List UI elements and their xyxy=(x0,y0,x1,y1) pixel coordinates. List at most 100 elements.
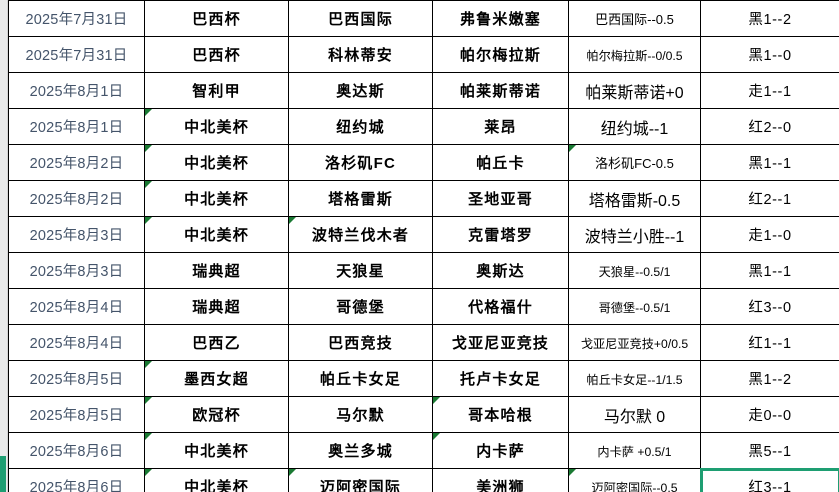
cell-away[interactable]: 内卡萨 xyxy=(432,432,569,469)
cell-league[interactable]: 中北美杯 xyxy=(144,216,289,253)
cell-date[interactable]: 2025年8月6日 xyxy=(8,468,145,492)
cell-league[interactable]: 巴西杯 xyxy=(144,0,289,37)
table-row[interactable]: 2025年7月31日 巴西杯 科林蒂安 帕尔梅拉斯 帕尔梅拉斯--0/0.5 黑1--0 xyxy=(8,36,839,73)
table-row[interactable]: 2025年8月1日 中北美杯 纽约城 莱昂 纽约城--1 红2--0 xyxy=(8,108,839,145)
cell-home[interactable]: 天狼星 xyxy=(288,252,433,289)
cell-result[interactable]: 黑1--2 xyxy=(700,360,839,397)
cell-handicap[interactable]: 纽约城--1 xyxy=(568,108,701,145)
cell-result[interactable]: 红3--0 xyxy=(700,288,839,325)
cell-date[interactable]: 2025年8月2日 xyxy=(8,180,145,217)
cell-home[interactable]: 塔格雷斯 xyxy=(288,180,433,217)
table-row[interactable]: 2025年8月3日 中北美杯 波特兰伐木者 克雷塔罗 波特兰小胜--1 走1--0 xyxy=(8,216,839,253)
cell-home[interactable]: 洛杉矶FC xyxy=(288,144,433,181)
cell-date[interactable]: 2025年8月5日 xyxy=(8,360,145,397)
cell-away[interactable]: 莱昂 xyxy=(432,108,569,145)
error-flag-icon xyxy=(145,469,152,476)
cell-date[interactable]: 2025年8月4日 xyxy=(8,324,145,361)
cell-away[interactable]: 圣地亚哥 xyxy=(432,180,569,217)
table-row[interactable]: 2025年7月31日 巴西杯 巴西国际 弗鲁米嫩塞 巴西国际--0.5 黑1--2 xyxy=(8,0,839,37)
table-row[interactable]: 2025年8月3日 瑞典超 天狼星 奥斯达 天狼星--0.5/1 黑1--1 xyxy=(8,252,839,289)
cell-result[interactable]: 黑5--1 xyxy=(700,432,839,469)
cell-league[interactable]: 智利甲 xyxy=(144,72,289,109)
cell-date[interactable]: 2025年7月31日 xyxy=(8,0,145,37)
table-row[interactable]: 2025年8月2日 中北美杯 塔格雷斯 圣地亚哥 塔格雷斯-0.5 红2--1 xyxy=(8,180,839,217)
cell-away[interactable]: 托卢卡女足 xyxy=(432,360,569,397)
cell-date[interactable]: 2025年8月2日 xyxy=(8,144,145,181)
cell-home[interactable]: 巴西国际 xyxy=(288,0,433,37)
cell-handicap[interactable]: 马尔默 0 xyxy=(568,396,701,433)
cell-away[interactable]: 帕丘卡 xyxy=(432,144,569,181)
cell-result[interactable]: 红1--1 xyxy=(700,324,839,361)
cell-result[interactable]: 黑1--2 xyxy=(700,0,839,37)
cell-home[interactable]: 哥德堡 xyxy=(288,288,433,325)
cell-handicap[interactable]: 内卡萨 +0.5/1 xyxy=(568,432,701,469)
cell-home[interactable]: 波特兰伐木者 xyxy=(288,216,433,253)
cell-handicap[interactable]: 帕尔梅拉斯--0/0.5 xyxy=(568,36,701,73)
cell-date[interactable]: 2025年8月1日 xyxy=(8,108,145,145)
cell-away[interactable]: 帕莱斯蒂诺 xyxy=(432,72,569,109)
cell-league[interactable]: 欧冠杯 xyxy=(144,396,289,433)
cell-league[interactable]: 中北美杯 xyxy=(144,108,289,145)
cell-away[interactable]: 美洲狮 xyxy=(432,468,569,492)
cell-league[interactable]: 中北美杯 xyxy=(144,180,289,217)
cell-date[interactable]: 2025年8月1日 xyxy=(8,72,145,109)
cell-result[interactable]: 黑1--0 xyxy=(700,36,839,73)
cell-result-selected[interactable]: 红3--1 xyxy=(699,467,839,492)
cell-handicap[interactable]: 哥德堡--0.5/1 xyxy=(568,288,701,325)
cell-home[interactable]: 帕丘卡女足 xyxy=(288,360,433,397)
table-row[interactable]: 2025年8月2日 中北美杯 洛杉矶FC 帕丘卡 洛杉矶FC-0.5 黑1--1 xyxy=(8,144,839,181)
cell-handicap[interactable]: 天狼星--0.5/1 xyxy=(568,252,701,289)
table-row[interactable]: 2025年8月5日 欧冠杯 马尔默 哥本哈根 马尔默 0 走0--0 xyxy=(8,396,839,433)
cell-result[interactable]: 走0--0 xyxy=(700,396,839,433)
cell-handicap[interactable]: 巴西国际--0.5 xyxy=(568,0,701,37)
cell-away[interactable]: 戈亚尼亚竞技 xyxy=(432,324,569,361)
cell-away[interactable]: 哥本哈根 xyxy=(432,396,569,433)
cell-handicap[interactable]: 波特兰小胜--1 xyxy=(568,216,701,253)
cell-away[interactable]: 克雷塔罗 xyxy=(432,216,569,253)
cell-result[interactable]: 黑1--1 xyxy=(700,144,839,181)
cell-league[interactable]: 中北美杯 xyxy=(144,432,289,469)
cell-result[interactable]: 黑1--1 xyxy=(700,252,839,289)
cell-home[interactable]: 马尔默 xyxy=(288,396,433,433)
cell-date[interactable]: 2025年7月31日 xyxy=(8,36,145,73)
cell-result[interactable]: 走1--1 xyxy=(700,72,839,109)
cell-result[interactable]: 走1--0 xyxy=(700,216,839,253)
cell-date[interactable]: 2025年8月4日 xyxy=(8,288,145,325)
table-row[interactable]: 2025年8月1日 智利甲 奥达斯 帕莱斯蒂诺 帕莱斯蒂诺+0 走1--1 xyxy=(8,72,839,109)
table-row[interactable]: 2025年8月4日 巴西乙 巴西竞技 戈亚尼亚竞技 戈亚尼亚竞技+0/0.5 红1--1 xyxy=(8,324,839,361)
cell-handicap[interactable]: 帕莱斯蒂诺+0 xyxy=(568,72,701,109)
cell-result[interactable]: 红2--0 xyxy=(700,108,839,145)
cell-home[interactable]: 奥兰多城 xyxy=(288,432,433,469)
cell-league[interactable]: 瑞典超 xyxy=(144,288,289,325)
cell-away[interactable]: 弗鲁米嫩塞 xyxy=(432,0,569,37)
cell-away[interactable]: 帕尔梅拉斯 xyxy=(432,36,569,73)
table-row[interactable]: 2025年8月6日 中北美杯 奥兰多城 内卡萨 内卡萨 +0.5/1 黑5--1 xyxy=(8,432,839,469)
cell-home[interactable]: 迈阿密国际 xyxy=(288,468,433,492)
cell-date[interactable]: 2025年8月6日 xyxy=(8,432,145,469)
cell-handicap[interactable]: 洛杉矶FC-0.5 xyxy=(568,144,701,181)
cell-date[interactable]: 2025年8月3日 xyxy=(8,216,145,253)
cell-home[interactable]: 纽约城 xyxy=(288,108,433,145)
cell-result[interactable]: 红2--1 xyxy=(700,180,839,217)
cell-handicap[interactable]: 塔格雷斯-0.5 xyxy=(568,180,701,217)
table-row[interactable]: 2025年8月5日 墨西女超 帕丘卡女足 托卢卡女足 帕丘卡女足--1/1.5 黑1--2 xyxy=(8,360,839,397)
table-row[interactable]: 2025年8月6日 中北美杯 迈阿密国际 美洲狮 迈阿密国际--0.5 红3--1 xyxy=(8,467,839,492)
cell-league[interactable]: 瑞典超 xyxy=(144,252,289,289)
cell-league[interactable]: 中北美杯 xyxy=(144,144,289,181)
cell-league[interactable]: 中北美杯 xyxy=(144,468,289,492)
cell-away[interactable]: 奥斯达 xyxy=(432,252,569,289)
cell-league[interactable]: 墨西女超 xyxy=(144,360,289,397)
cell-league[interactable]: 巴西杯 xyxy=(144,36,289,73)
cell-handicap[interactable]: 迈阿密国际--0.5 xyxy=(568,468,701,492)
cell-date[interactable]: 2025年8月3日 xyxy=(8,252,145,289)
cell-text: 洛杉矶FC xyxy=(325,155,396,172)
cell-away[interactable]: 代格福什 xyxy=(432,288,569,325)
cell-league[interactable]: 巴西乙 xyxy=(144,324,289,361)
cell-date[interactable]: 2025年8月5日 xyxy=(8,396,145,433)
cell-home[interactable]: 奥达斯 xyxy=(288,72,433,109)
table-row[interactable]: 2025年8月4日 瑞典超 哥德堡 代格福什 哥德堡--0.5/1 红3--0 xyxy=(8,288,839,325)
cell-handicap[interactable]: 戈亚尼亚竞技+0/0.5 xyxy=(568,324,701,361)
cell-home[interactable]: 巴西竞技 xyxy=(288,324,433,361)
cell-handicap[interactable]: 帕丘卡女足--1/1.5 xyxy=(568,360,701,397)
cell-home[interactable]: 科林蒂安 xyxy=(288,36,433,73)
